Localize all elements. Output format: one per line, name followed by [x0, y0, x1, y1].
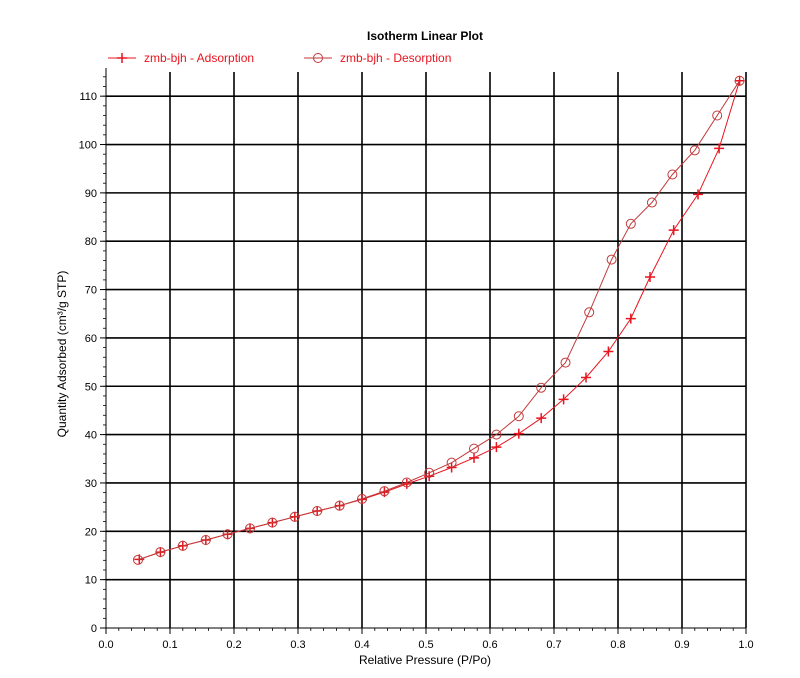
x-axis-label: Relative Pressure (P/Po): [359, 653, 491, 667]
y-tick-label: 10: [85, 575, 97, 587]
desorption-point: [312, 505, 323, 516]
desorption-point: [334, 500, 345, 511]
adsorption-point: [581, 372, 591, 383]
chart-axes: [103, 68, 747, 631]
series-desorption: [133, 75, 745, 565]
y-axis-ticks: 0 10 20 30 40 50 60 70 80 90 100 110: [79, 91, 106, 635]
y-tick-label: 80: [85, 236, 97, 248]
legend-desorption-label: zmb-bjh - Desorption: [340, 51, 451, 65]
y-tick-label: 60: [85, 333, 97, 345]
y-tick-label: 40: [85, 430, 97, 442]
desorption-point: [200, 535, 211, 546]
adsorption-point: [668, 225, 679, 236]
adsorption-point: [469, 452, 479, 463]
legend-adsorption-label: zmb-bjh - Adsorption: [144, 51, 254, 65]
desorption-point: [177, 540, 188, 551]
desorption-point: [734, 75, 745, 86]
desorption-point: [491, 429, 502, 440]
desorption-line: [137, 80, 741, 561]
x-tick-label: 0.8: [610, 639, 625, 651]
legend-adsorption-marker: [117, 53, 127, 63]
adsorption-point: [536, 413, 547, 424]
desorption-point: [536, 382, 547, 393]
series-adsorption: [134, 75, 745, 565]
y-tick-label: 0: [91, 623, 97, 635]
desorption-point: [446, 457, 457, 468]
desorption-point: [584, 307, 595, 318]
desorption-point: [646, 197, 657, 208]
x-tick-label: 1.0: [738, 639, 753, 651]
x-tick-label: 0.6: [482, 639, 497, 651]
desorption-point: [401, 477, 412, 488]
adsorption-line: [139, 80, 741, 560]
x-tick-label: 0.4: [354, 639, 369, 651]
desorption-point: [133, 554, 143, 565]
desorption-point: [689, 145, 700, 156]
legend-desorption-marker: [313, 53, 323, 63]
x-tick-label: 0.9: [674, 639, 689, 651]
adsorption-point: [625, 313, 636, 324]
x-axis-ticks: 0.0 0.1 0.2 0.3 0.4 0.5 0.6 0.7 0.8 0.9 1.0: [98, 628, 754, 651]
desorption-point: [289, 511, 300, 522]
desorption-point: [267, 517, 278, 528]
desorption-point: [560, 357, 571, 368]
x-tick-label: 0.1: [162, 639, 177, 651]
chart-title: Isotherm Linear Plot: [367, 29, 483, 43]
desorption-point: [513, 411, 524, 422]
desorption-point: [424, 467, 435, 478]
adsorption-point: [513, 428, 524, 439]
desorption-point: [245, 523, 255, 534]
chart-grid: [106, 72, 747, 628]
adsorption-point: [558, 394, 569, 405]
y-tick-label: 110: [79, 91, 97, 103]
adsorption-point: [603, 346, 614, 357]
adsorption-point: [645, 271, 655, 282]
x-tick-label: 0.3: [290, 639, 305, 651]
y-tick-label: 20: [85, 526, 97, 538]
desorption-point: [357, 493, 367, 504]
desorption-point: [222, 529, 233, 540]
chart-series: [133, 75, 745, 565]
desorption-point: [469, 443, 479, 454]
desorption-point: [606, 254, 617, 265]
y-tick-label: 100: [79, 140, 97, 152]
desorption-point: [625, 218, 636, 229]
y-tick-label: 70: [85, 285, 97, 297]
x-tick-label: 0.0: [98, 639, 113, 651]
desorption-point: [667, 169, 678, 180]
desorption-point: [712, 110, 723, 121]
adsorption-point: [714, 143, 725, 154]
y-tick-label: 50: [85, 381, 97, 393]
y-tick-label: 30: [85, 478, 97, 490]
x-tick-label: 0.7: [546, 639, 561, 651]
x-tick-label: 0.5: [418, 639, 433, 651]
x-tick-label: 0.2: [226, 639, 241, 651]
adsorption-point: [693, 189, 703, 200]
y-tick-label: 90: [85, 188, 97, 200]
desorption-point: [379, 486, 390, 497]
chart-legend: zmb-bjh - Adsorption zmb-bjh - Desorptio…: [108, 51, 451, 65]
desorption-point: [155, 547, 166, 558]
y-axis-label: Quantity Adsorbed (cm³/g STP): [55, 271, 69, 438]
adsorption-point: [491, 442, 502, 453]
